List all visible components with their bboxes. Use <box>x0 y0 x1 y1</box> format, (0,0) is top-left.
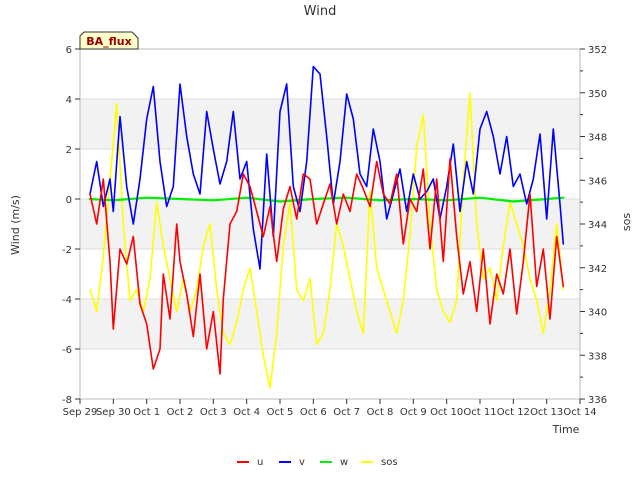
legend-label-u: u <box>257 457 263 468</box>
band <box>80 299 580 349</box>
badge: BA_flux <box>79 31 139 50</box>
x-tick-label: Oct 8 <box>367 407 394 418</box>
x-tick-label: Sep 30 <box>96 407 131 418</box>
x-tick-label: Oct 4 <box>233 407 260 418</box>
y-left-tick-label: 0 <box>66 195 72 206</box>
x-tick-label: Oct 1 <box>133 407 160 418</box>
series-line-w <box>88 196 565 203</box>
chart-title: Wind <box>304 4 337 19</box>
y-right-tick-label: 338 <box>588 351 607 362</box>
badge-box <box>79 31 139 50</box>
x-tick-label: Oct 2 <box>167 407 194 418</box>
x-axis-label: Time <box>552 423 580 436</box>
series-line-sos <box>89 92 565 389</box>
x-tick-label: Oct 11 <box>463 407 496 418</box>
y-right-tick-label: 340 <box>588 308 607 319</box>
y-right-tick-label: 344 <box>588 220 607 231</box>
series-line-u <box>89 158 565 375</box>
x-tick-label: Sep 29 <box>63 407 98 418</box>
x-tick-label: Oct 5 <box>267 407 294 418</box>
background-bands <box>80 99 580 349</box>
y-right-tick-label: 352 <box>588 45 607 56</box>
x-tick-label: Oct 14 <box>563 407 596 418</box>
x-tick-label: Oct 3 <box>200 407 227 418</box>
series-line-v <box>89 65 565 270</box>
y-right-tick-label: 336 <box>588 395 607 406</box>
x-tick-label: Oct 9 <box>400 407 427 418</box>
x-tick-label: Oct 6 <box>300 407 327 418</box>
series-layer <box>88 65 565 389</box>
legend-label-v: v <box>299 457 305 468</box>
y-left-tick-label: 4 <box>66 95 72 106</box>
y-left-tick-label: -4 <box>62 295 72 306</box>
y-left-tick-label: -6 <box>62 345 72 356</box>
x-tick-label: Oct 12 <box>497 407 530 418</box>
legend: u v w sos <box>237 457 398 468</box>
legend-label-sos: sos <box>381 457 398 468</box>
legend-label-w: w <box>340 457 348 468</box>
y-right-tick-label: 348 <box>588 133 607 144</box>
y-left-tick-label: -2 <box>62 245 72 256</box>
y-right-tick-label: 350 <box>588 89 607 100</box>
y-right-tick-label: 346 <box>588 176 607 187</box>
y-axis-left-label: Wind (m/s) <box>9 195 22 255</box>
y-axis-right-label: sos <box>620 213 633 231</box>
badge-label: BA_flux <box>86 35 131 48</box>
x-tick-label: Oct 10 <box>430 407 463 418</box>
band <box>80 99 580 149</box>
y-right-tick-label: 342 <box>588 264 607 275</box>
x-tick-label: Oct 7 <box>333 407 360 418</box>
y-left-tick-label: 2 <box>66 145 72 156</box>
axes-layer: -8 -6 -4 -2 0 2 4 6 336 338 340 342 344 346 348 350 352 S… <box>62 45 607 418</box>
x-tick-label: Oct 13 <box>530 407 563 418</box>
band <box>80 199 580 249</box>
y-left-tick-label: -8 <box>62 395 72 406</box>
y-left-tick-label: 6 <box>66 45 72 56</box>
